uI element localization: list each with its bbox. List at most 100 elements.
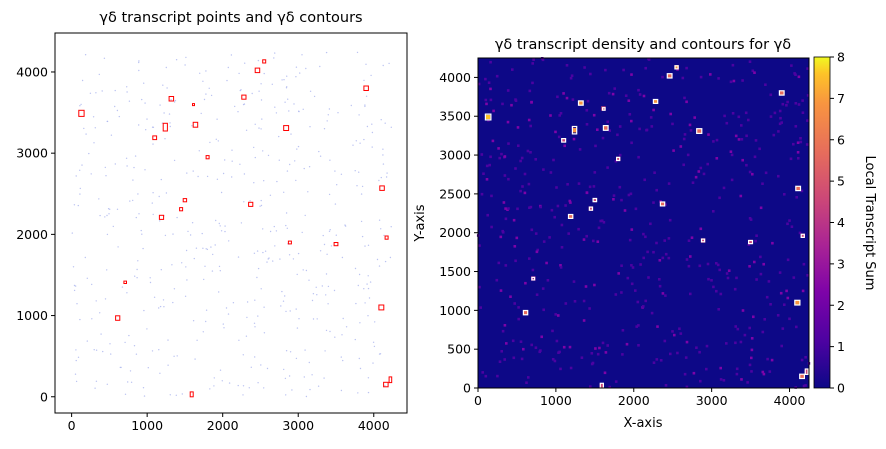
transcript-point <box>284 377 287 380</box>
density-cell <box>524 281 527 285</box>
density-cell <box>642 305 645 308</box>
transcript-point <box>172 233 174 235</box>
density-cell <box>614 380 618 383</box>
density-cell <box>735 372 739 376</box>
transcript-point <box>263 387 265 389</box>
transcript-point <box>126 91 128 93</box>
density-cell <box>630 73 633 76</box>
density-cell <box>520 357 524 361</box>
transcript-point <box>75 349 77 351</box>
density-hotspot <box>748 239 753 245</box>
transcript-point <box>245 129 248 131</box>
contour-outline <box>115 315 121 321</box>
density-cell <box>489 155 492 159</box>
transcript-point <box>388 62 390 65</box>
density-hotspot <box>568 214 573 219</box>
density-cell <box>799 137 802 140</box>
y-tick-label: 1000 <box>16 308 48 323</box>
contour-outline <box>778 90 785 96</box>
density-cell <box>638 93 642 96</box>
density-cell <box>485 102 488 106</box>
density-cell <box>478 285 481 289</box>
density-cell <box>733 287 737 291</box>
density-cell <box>495 278 499 282</box>
density-cell <box>687 264 691 268</box>
transcript-point <box>315 286 317 288</box>
transcript-point <box>181 393 183 395</box>
transcript-point <box>289 351 292 353</box>
transcript-point <box>106 120 108 123</box>
transcript-point <box>205 70 207 72</box>
transcript-point <box>271 83 273 86</box>
transcript-point <box>191 222 194 224</box>
transcript-point <box>84 54 87 56</box>
density-cell <box>557 314 560 317</box>
transcript-point <box>205 309 208 311</box>
transcript-point <box>295 76 297 78</box>
transcript-point <box>149 281 152 284</box>
density-cell <box>794 102 798 105</box>
transcript-point <box>106 269 108 271</box>
density-cell <box>715 262 718 265</box>
density-cell <box>804 356 807 359</box>
density-hotspot <box>523 310 528 315</box>
transcript-point <box>327 114 329 116</box>
transcript-point <box>211 270 214 272</box>
density-cell <box>744 111 748 115</box>
transcript-point <box>342 359 344 362</box>
contour-outline <box>162 122 168 132</box>
density-cell <box>559 112 563 115</box>
transcript-point <box>356 185 358 187</box>
transcript-point <box>73 289 76 292</box>
density-cell <box>802 384 806 388</box>
transcript-point <box>344 224 346 226</box>
transcript-point <box>350 104 352 107</box>
transcript-point <box>253 182 255 184</box>
contour-outline <box>168 96 175 102</box>
transcript-point <box>326 120 328 122</box>
transcript-point <box>340 356 342 358</box>
density-cell <box>540 335 543 339</box>
transcript-point <box>363 79 365 82</box>
contour-outline <box>182 198 188 203</box>
density-cell <box>482 172 485 175</box>
density-cell <box>527 182 531 186</box>
transcript-point <box>373 345 376 348</box>
x-tick-label: 1000 <box>540 393 572 408</box>
colorbar-tick-label: 6 <box>837 132 845 147</box>
transcript-point <box>117 246 119 248</box>
transcript-point <box>237 256 240 258</box>
density-cell <box>542 240 546 243</box>
density-cell <box>779 291 783 295</box>
density-cell <box>578 148 582 151</box>
density-cell <box>691 181 695 184</box>
transcript-point <box>372 362 374 364</box>
transcript-point <box>210 94 213 97</box>
transcript-point <box>163 306 165 308</box>
transcript-point <box>250 366 252 368</box>
transcript-point <box>365 63 367 65</box>
transcript-point <box>222 323 224 325</box>
transcript-point <box>302 108 304 111</box>
density-cell <box>588 307 591 310</box>
density-cell <box>795 196 798 199</box>
density-cell <box>777 130 780 133</box>
density-cell <box>513 302 516 305</box>
density-cell <box>750 370 753 373</box>
density-hotspot <box>667 73 672 79</box>
transcript-point <box>173 101 176 103</box>
density-cell <box>679 332 683 335</box>
density-cell <box>627 193 631 197</box>
density-cell <box>663 239 666 242</box>
density-cell <box>608 385 611 389</box>
density-cell <box>637 155 640 159</box>
density-cell <box>722 379 726 382</box>
transcript-point <box>369 281 372 283</box>
density-cell <box>806 119 809 122</box>
transcript-point <box>88 152 90 155</box>
density-cell <box>497 261 501 265</box>
density-cell <box>801 289 805 293</box>
density-cell <box>570 74 574 77</box>
transcript-point <box>267 258 269 260</box>
